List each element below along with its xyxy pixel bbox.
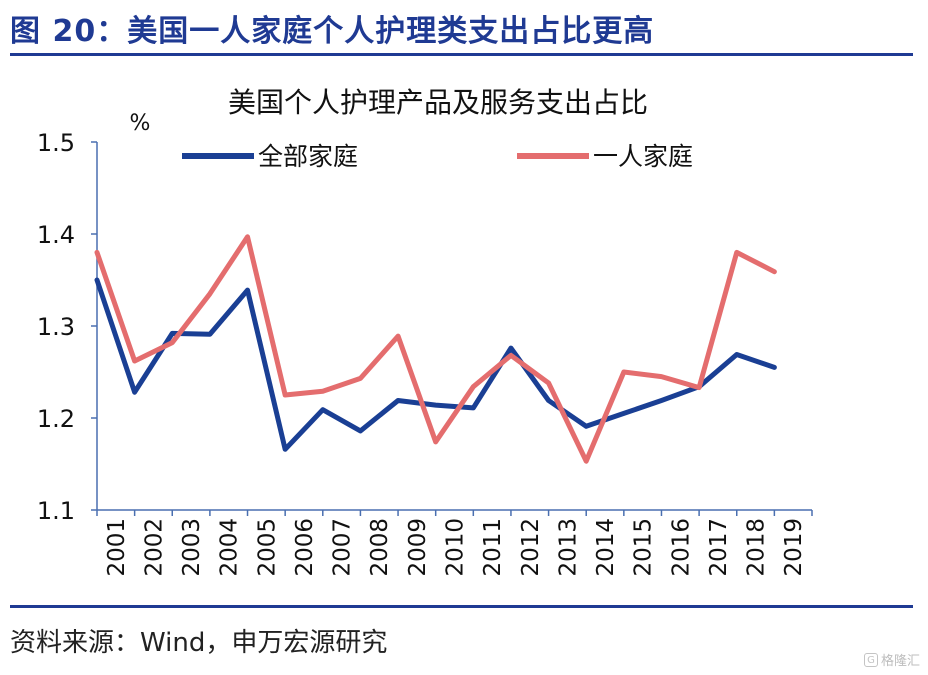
x-tick-label: 2014 — [593, 518, 619, 577]
watermark-text: 格隆汇 — [880, 654, 920, 669]
x-tick-label: 2009 — [405, 518, 431, 577]
x-tick-label: 2010 — [443, 518, 469, 577]
x-tick-label: 2003 — [179, 518, 205, 577]
x-tick-label: 2011 — [480, 518, 506, 577]
series-line-all-households — [94, 277, 777, 452]
watermark-logo-icon: G — [863, 652, 878, 667]
bottom-rule — [10, 605, 913, 608]
watermark: G 格隆汇 — [863, 650, 920, 669]
chart-ticks: 1.1 1.2 1.3 1.4 1.5 2001 2002 2003 2004 2005 2006 2… — [37, 129, 813, 577]
x-tick-label: 2007 — [330, 518, 356, 577]
chart-lines — [94, 234, 777, 464]
x-tick-label: 2019 — [781, 518, 807, 577]
top-rule — [10, 53, 913, 56]
legend-label: 全部家庭 — [258, 142, 358, 171]
x-tick-label: 2013 — [555, 518, 581, 577]
y-tick-label: 1.2 — [37, 405, 75, 433]
x-tick-label: 2001 — [104, 518, 130, 577]
x-tick-label: 2016 — [668, 518, 694, 577]
x-tick-label: 2018 — [744, 518, 770, 577]
y-axis-unit: % — [130, 111, 151, 136]
series-line-single-households — [94, 234, 777, 464]
x-tick-label: 2017 — [706, 518, 732, 577]
y-tick-label: 1.3 — [37, 313, 75, 341]
y-tick-label: 1.4 — [37, 221, 75, 249]
x-tick-label: 2004 — [217, 518, 243, 577]
chart-legend: 全部家庭 一人家庭 — [182, 142, 693, 171]
chart-title: 美国个人护理产品及服务支出占比 — [228, 86, 648, 119]
x-tick-label: 2015 — [631, 518, 657, 577]
y-tick-label: 1.5 — [37, 129, 75, 157]
legend-label: 一人家庭 — [593, 142, 693, 171]
x-tick-label: 2002 — [141, 518, 167, 577]
x-tick-label: 2006 — [292, 518, 318, 577]
x-tick-label: 2012 — [518, 518, 544, 577]
figure-title: 图 20：美国一人家庭个人护理类支出占比更高 — [10, 14, 655, 49]
chart-axes — [96, 142, 812, 511]
x-tick-label: 2008 — [367, 518, 393, 577]
y-tick-label: 1.1 — [37, 497, 75, 525]
x-tick-label: 2005 — [254, 518, 280, 577]
source-note: 资料来源：Wind，申万宏源研究 — [10, 628, 388, 658]
